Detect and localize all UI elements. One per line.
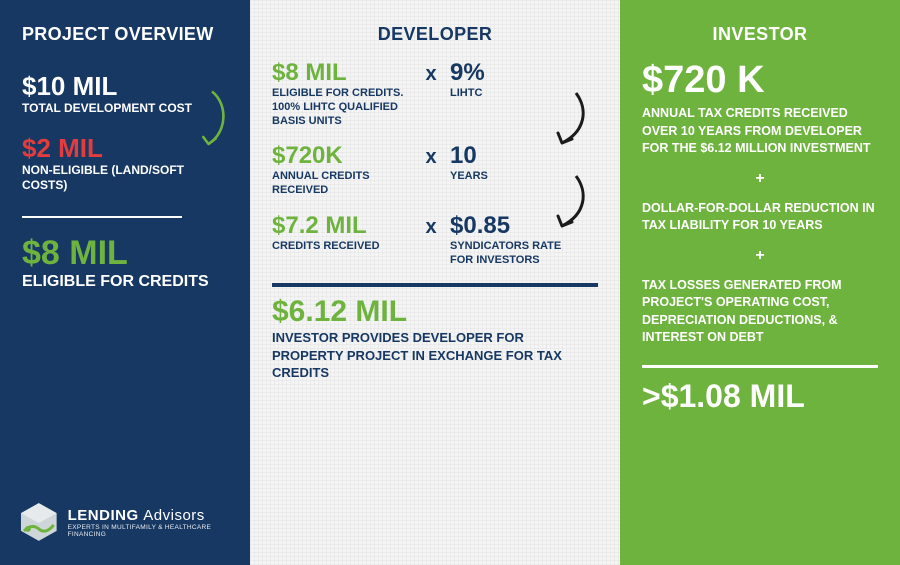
dev-row3-right-amount: $0.85 [450,214,570,238]
developer-total-amount: $6.12 MIL [272,297,598,327]
dev-row1-left: $8 MIL ELIGIBLE FOR CREDITS. 100% LIHTC … [272,61,412,128]
multiply-icon: x [424,144,438,169]
investor-top-amount: $720 K [642,61,878,99]
developer-panel: DEVELOPER $8 MIL ELIGIBLE FOR CREDITS. 1… [250,0,620,565]
investor-divider [642,365,878,368]
investor-total: >$1.08 MIL [642,380,878,412]
brand-name-bold: LENDING [68,507,144,524]
dev-row3-left-label: CREDITS RECEIVED [272,240,412,254]
dev-row2-left-amount: $720K [272,144,412,168]
overview-eligible-amount: $8 MIL [22,236,228,270]
dev-row1-left-amount: $8 MIL [272,61,412,85]
developer-divider [272,283,598,287]
dev-row2-right-amount: 10 [450,144,570,168]
developer-total: $6.12 MIL INVESTOR PROVIDES DEVELOPER FO… [272,297,598,382]
dev-row2-left: $720K ANNUAL CREDITS RECEIVED [272,144,412,198]
overview-noneligible-label: NON-ELIGIBLE (LAND/SOFT COSTS) [22,163,228,194]
brand-tagline: EXPERTS IN MULTIFAMILY & HEALTHCARE FINA… [68,524,250,538]
plus-icon: + [642,170,878,188]
dev-row3-right-label: SYNDICATORS RATE FOR INVESTORS [450,240,570,268]
overview-eligible-label: ELIGIBLE FOR CREDITS [22,272,228,293]
brand-logo-text: LENDING Advisors EXPERTS IN MULTIFAMILY … [68,507,250,538]
overview-heading: PROJECT OVERVIEW [22,24,228,45]
project-overview-panel: PROJECT OVERVIEW $10 MIL TOTAL DEVELOPME… [0,0,250,565]
investor-top-label: ANNUAL TAX CREDITS RECEIVED OVER 10 YEAR… [642,105,878,158]
brand-name-light: Advisors [143,507,205,524]
developer-total-label: INVESTOR PROVIDES DEVELOPER FOR PROPERTY… [272,329,598,382]
plus-icon: + [642,247,878,265]
developer-row-3: $7.2 MIL CREDITS RECEIVED x $0.85 SYNDIC… [272,214,598,268]
multiply-icon: x [424,61,438,86]
curved-arrow-icon [546,91,590,151]
investor-mid1-label: DOLLAR-FOR-DOLLAR REDUCTION IN TAX LIABI… [642,200,878,235]
brand-logo-mark-icon [18,501,60,543]
dev-row3-right: $0.85 SYNDICATORS RATE FOR INVESTORS [450,214,570,268]
investor-total-amount: >$1.08 MIL [642,380,878,412]
developer-heading: DEVELOPER [272,24,598,45]
dev-row1-left-label: ELIGIBLE FOR CREDITS. 100% LIHTC QUALIFI… [272,87,412,128]
dev-row2-left-label: ANNUAL CREDITS RECEIVED [272,170,412,198]
dev-row1-right-amount: 9% [450,61,570,85]
dev-row3-left: $7.2 MIL CREDITS RECEIVED [272,214,412,254]
developer-row-1: $8 MIL ELIGIBLE FOR CREDITS. 100% LIHTC … [272,61,598,128]
multiply-icon: x [424,214,438,239]
investor-top: $720 K ANNUAL TAX CREDITS RECEIVED OVER … [642,61,878,158]
brand-logo: LENDING Advisors EXPERTS IN MULTIFAMILY … [18,501,250,543]
investor-panel: INVESTOR $720 K ANNUAL TAX CREDITS RECEI… [620,0,900,565]
overview-eligible: $8 MIL ELIGIBLE FOR CREDITS [22,236,228,293]
dev-row3-left-amount: $7.2 MIL [272,214,412,238]
overview-divider [22,216,182,218]
developer-row-2: $720K ANNUAL CREDITS RECEIVED x 10 YEARS [272,144,598,198]
curved-arrow-icon [175,88,235,158]
investor-mid2-label: TAX LOSSES GENERATED FROM PROJECT'S OPER… [642,277,878,347]
investor-heading: INVESTOR [642,24,878,45]
